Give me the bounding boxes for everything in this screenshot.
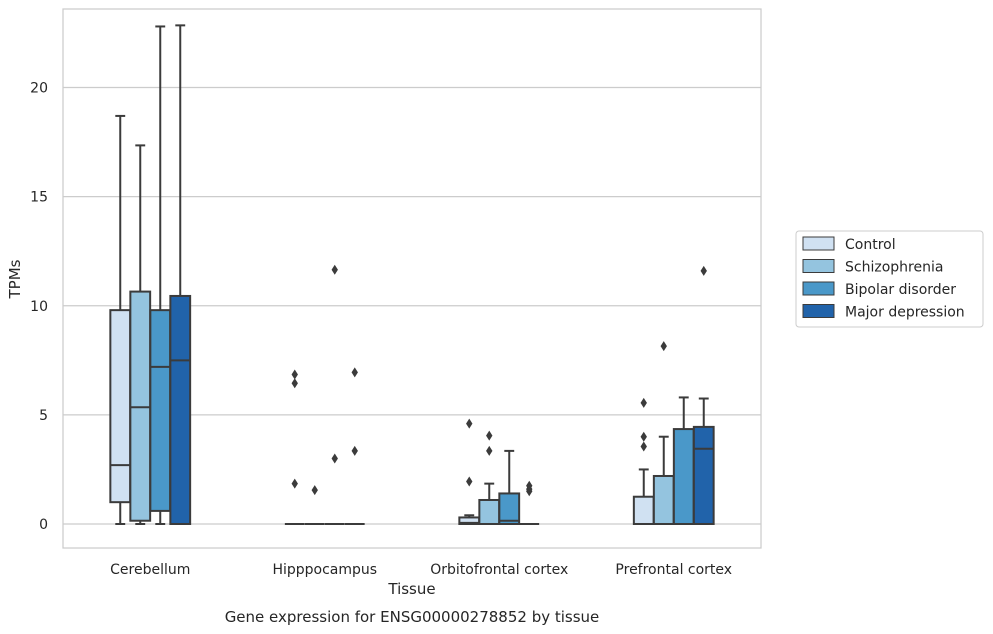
- legend-label: Bipolar disorder: [845, 282, 956, 298]
- outlier-point: [486, 430, 493, 441]
- box-schizophrenia-2: [478, 430, 501, 525]
- y-axis-label: TPMs: [6, 259, 24, 299]
- box-bipolar-disorder-1: [324, 264, 345, 525]
- y-tick-label: 0: [39, 517, 48, 533]
- outlier-point: [291, 478, 298, 489]
- box-major-depression-2: [519, 480, 540, 525]
- legend-label: Major depression: [845, 305, 965, 321]
- outlier-point: [660, 341, 667, 352]
- legend: Control Schizophrenia Bipolar disorder Majo…: [795, 230, 984, 328]
- legend-label: Schizophrenia: [845, 260, 943, 276]
- y-tick-label: 15: [30, 190, 48, 206]
- box-major-depression-1: [344, 367, 365, 525]
- x-tick-labels: Cerebellum Hipppocampus Orbitofrontal cort…: [110, 562, 732, 578]
- x-tick-label: Prefrontal cortex: [615, 562, 732, 578]
- outlier-point: [466, 418, 473, 429]
- outlier-point: [311, 485, 318, 496]
- legend-swatch: [802, 236, 835, 251]
- box-control-3: [632, 397, 655, 525]
- outlier-point: [526, 480, 533, 491]
- box-bipolar-disorder-0: [149, 25, 172, 525]
- box-schizophrenia-1: [304, 485, 325, 525]
- outlier-point: [700, 265, 707, 276]
- outlier-point: [351, 367, 358, 378]
- x-axis-label: Tissue: [387, 580, 435, 598]
- box-schizophrenia-3: [652, 341, 675, 525]
- legend-swatch: [802, 281, 835, 296]
- x-tick-label: Hipppocampus: [272, 562, 377, 578]
- outlier-point: [291, 378, 298, 389]
- legend-frame: [795, 230, 984, 328]
- y-tick-label: 5: [39, 408, 48, 424]
- box-body: [169, 294, 192, 525]
- boxes: [109, 24, 715, 525]
- box-body: [498, 492, 521, 525]
- box-body: [652, 474, 675, 525]
- outlier-point: [331, 264, 338, 275]
- box-body: [129, 290, 152, 522]
- box-body: [149, 309, 172, 512]
- box-body: [109, 309, 132, 504]
- box-major-depression-3: [692, 265, 715, 525]
- box-body: [478, 498, 501, 525]
- box-body: [672, 428, 695, 525]
- outlier-point: [486, 445, 493, 456]
- outlier-point: [351, 445, 358, 456]
- outlier-point: [640, 441, 647, 452]
- plot-frame: [62, 8, 762, 549]
- y-tick-labels: 0 5 10 15 20: [30, 81, 48, 533]
- outlier-point: [291, 369, 298, 380]
- box-major-depression-0: [169, 24, 192, 525]
- x-tick-label: Orbitofrontal cortex: [430, 562, 568, 578]
- y-tick-label: 20: [30, 81, 48, 97]
- outlier-point: [331, 453, 338, 464]
- outlier-point: [640, 431, 647, 442]
- box-bipolar-disorder-2: [498, 449, 521, 525]
- legend-label: Control: [845, 237, 896, 253]
- chart-caption: Gene expression for ENSG00000278852 by t…: [225, 608, 600, 626]
- box-control-2: [458, 418, 481, 525]
- outlier-point: [640, 397, 647, 408]
- box-body: [692, 425, 715, 525]
- box-control-0: [109, 114, 132, 525]
- legend-swatch: [802, 259, 835, 273]
- legend-swatch: [802, 304, 835, 318]
- box-body: [632, 495, 655, 525]
- box-control-1: [284, 369, 305, 525]
- x-tick-label: Cerebellum: [110, 562, 190, 578]
- y-tick-label: 10: [30, 299, 48, 315]
- outlier-point: [466, 476, 473, 487]
